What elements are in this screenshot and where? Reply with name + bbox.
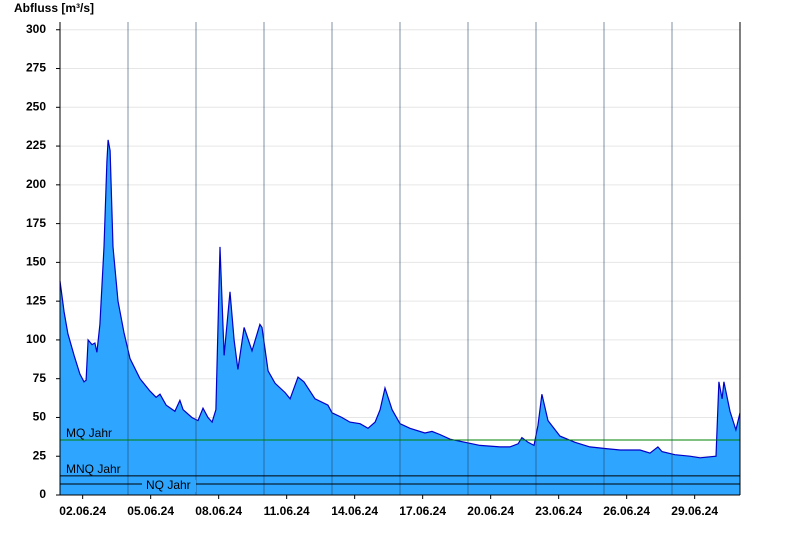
- x-tick-label: 20.06.24: [467, 504, 514, 518]
- x-tick-label: 08.06.24: [195, 504, 242, 518]
- y-tick-label: 125: [26, 293, 46, 307]
- y-tick-label: 100: [26, 332, 46, 346]
- y-tick-label: 0: [39, 487, 46, 501]
- y-axis-label: Abfluss [m³/s]: [14, 1, 94, 15]
- reference-label: MNQ Jahr: [66, 462, 121, 476]
- line: [59, 139, 741, 459]
- x-tick-label: 05.06.24: [127, 504, 174, 518]
- y-tick-label: 75: [33, 371, 47, 385]
- y-tick-label: 300: [26, 22, 46, 36]
- x-tick-label: 29.06.24: [671, 504, 718, 518]
- x-tick-label: 26.06.24: [603, 504, 650, 518]
- x-tick-label: 02.06.24: [59, 504, 106, 518]
- reference-label: MQ Jahr: [66, 426, 112, 440]
- y-tick-label: 275: [26, 61, 46, 75]
- y-tick-label: 225: [26, 138, 46, 152]
- y-tick-label: 200: [26, 177, 46, 191]
- x-tick-label: 11.06.24: [264, 504, 310, 518]
- y-tick-label: 25: [33, 448, 47, 462]
- x-tick-label: 17.06.24: [399, 504, 446, 518]
- y-tick-label: 250: [26, 99, 46, 113]
- label-background: [142, 479, 196, 492]
- y-tick-label: 50: [33, 410, 47, 424]
- area: [60, 139, 740, 495]
- reference-label: NQ Jahr: [146, 478, 191, 492]
- x-tick-label: 23.06.24: [535, 504, 582, 518]
- x-tick-label: 14.06.24: [331, 504, 378, 518]
- y-tick-label: 150: [26, 255, 46, 269]
- y-tick-label: 175: [26, 216, 46, 230]
